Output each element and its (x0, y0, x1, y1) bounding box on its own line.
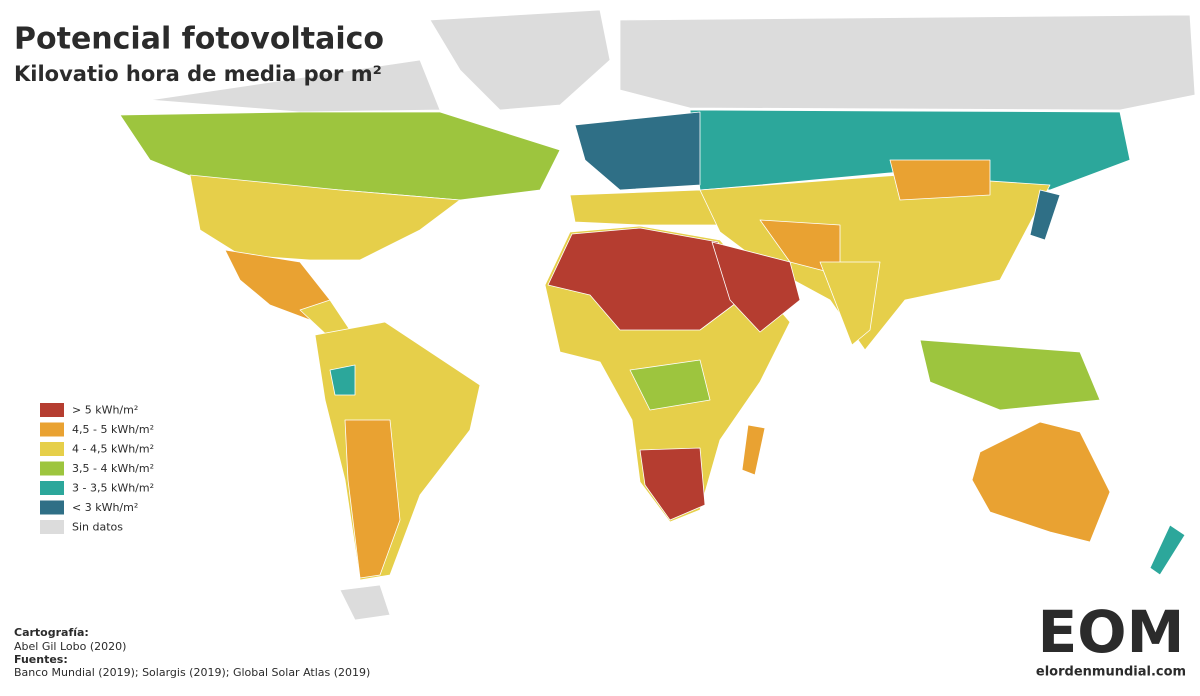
mexico (224, 249, 331, 321)
credit-text: Banco Mundial (2019); Solargis (2019); G… (14, 666, 370, 679)
north-europe (574, 111, 701, 191)
legend-label: Sin datos (72, 521, 123, 534)
andes (344, 419, 401, 579)
southeast-asia (919, 339, 1101, 411)
legend-swatch (40, 422, 64, 437)
south-europe (569, 189, 721, 226)
legend: > 5 kWh/m² 4,5 - 5 kWh/m² 4 - 4,5 kWh/m² 3,… (40, 403, 154, 534)
greenland (429, 9, 611, 111)
legend-swatch (40, 481, 64, 495)
legend-label: 3 - 3,5 kWh/m² (72, 482, 154, 495)
logo-url: elordenmundial.com (1036, 665, 1186, 680)
madagascar (741, 424, 766, 476)
legend-label: < 3 kWh/m² (72, 501, 138, 514)
logo-mark: EOM (1038, 598, 1185, 666)
subtitle: Kilovatio hora de media por m² (14, 62, 382, 86)
australia (971, 421, 1111, 543)
southern-africa (639, 447, 706, 521)
credit-heading: Cartografía: (14, 626, 89, 639)
arctic-islands (619, 14, 1196, 111)
canada-north (149, 59, 441, 113)
central-africa (629, 359, 711, 411)
legend-swatch (40, 461, 64, 476)
ecuador (329, 364, 356, 396)
legend-label: > 5 kWh/m² (72, 404, 138, 417)
landmasses (119, 9, 1196, 621)
credit-text: Abel Gil Lobo (2020) (14, 640, 126, 653)
japan (1029, 189, 1061, 241)
title: Potencial fotovoltaico (14, 22, 384, 57)
united-states (189, 174, 461, 261)
credit-heading: Fuentes: (14, 653, 68, 666)
canada (119, 111, 561, 201)
legend-swatch (40, 442, 64, 456)
new-zealand (1149, 524, 1186, 576)
mongolia (889, 159, 991, 201)
legend-label: 4,5 - 5 kWh/m² (72, 423, 154, 436)
legend-label: 3,5 - 4 kWh/m² (72, 462, 154, 475)
antarctic-tip (339, 584, 391, 621)
legend-label: 4 - 4,5 kWh/m² (72, 443, 154, 456)
legend-swatch (40, 500, 64, 515)
legend-swatch (40, 403, 64, 417)
arabia (711, 241, 801, 333)
legend-swatch (40, 520, 64, 534)
india (819, 261, 881, 346)
